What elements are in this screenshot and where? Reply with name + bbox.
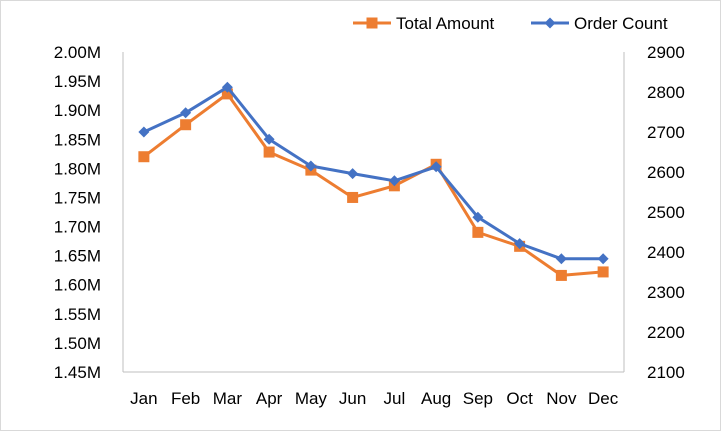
series-order-count [138, 81, 609, 265]
legend: Total Amount Order Count [353, 14, 668, 33]
legend-swatch-marker [366, 17, 378, 29]
data-point [514, 238, 526, 250]
left-tick-label: 1.55M [54, 305, 101, 324]
series-line [142, 92, 604, 277]
x-tick-label: Jul [384, 389, 406, 408]
right-tick-label: 2100 [647, 363, 685, 382]
left-tick-label: 1.70M [54, 218, 101, 237]
data-point [597, 266, 609, 278]
left-tick-label: 1.85M [54, 130, 101, 149]
data-point [555, 269, 567, 281]
x-tick-label: Oct [506, 389, 533, 408]
x-tick-label: Jun [339, 389, 366, 408]
left-tick-label: 1.95M [54, 72, 101, 91]
left-tick-label: 1.90M [54, 101, 101, 120]
left-tick-label: 2.00M [54, 43, 101, 62]
data-point [138, 126, 150, 138]
right-tick-label: 2600 [647, 163, 685, 182]
data-point [347, 191, 359, 203]
right-tick-label: 2700 [647, 123, 685, 142]
series-layer [138, 81, 609, 281]
left-tick-label: 1.60M [54, 276, 101, 295]
legend-item-order-count: Order Count [531, 14, 668, 33]
data-point [430, 161, 442, 173]
right-axis-ticks: 2100 2200 2300 2400 2500 2600 2700 2800 2900 [647, 43, 685, 382]
x-tick-label: May [295, 389, 328, 408]
right-tick-label: 2200 [647, 323, 685, 342]
axes [122, 52, 625, 373]
data-point [472, 226, 484, 238]
x-tick-label: Aug [421, 389, 451, 408]
x-tick-label: Mar [213, 389, 243, 408]
data-point [221, 81, 233, 93]
x-tick-label: Sep [463, 389, 493, 408]
x-axis-ticks: Jan Feb Mar Apr May Jun Jul Aug Sep Oct Nov Dec [130, 389, 619, 408]
data-point [555, 253, 567, 265]
data-point [263, 146, 275, 158]
right-tick-label: 2900 [647, 43, 685, 62]
legend-label: Total Amount [396, 14, 495, 33]
data-point [597, 253, 609, 265]
data-point [472, 211, 484, 223]
data-point [180, 107, 192, 119]
legend-label: Order Count [574, 14, 668, 33]
left-tick-label: 1.75M [54, 188, 101, 207]
left-tick-label: 1.45M [54, 363, 101, 382]
data-point [305, 160, 317, 172]
series-line [143, 85, 604, 261]
x-tick-label: Apr [256, 389, 283, 408]
data-point [138, 151, 150, 163]
x-tick-label: Nov [546, 389, 577, 408]
data-point [388, 175, 400, 187]
data-point [263, 133, 275, 145]
legend-swatch-marker [544, 17, 556, 29]
data-point [221, 88, 233, 100]
left-axis-ticks: 1.45M 1.50M 1.55M 1.60M 1.65M 1.70M 1.75M 1.80M… [54, 43, 101, 382]
left-tick-label: 1.65M [54, 247, 101, 266]
left-tick-label: 1.80M [54, 159, 101, 178]
right-tick-label: 2400 [647, 243, 685, 262]
right-tick-label: 2500 [647, 203, 685, 222]
series-total-amount [138, 88, 609, 281]
right-tick-label: 2300 [647, 283, 685, 302]
data-point [180, 119, 192, 131]
x-tick-label: Feb [171, 389, 200, 408]
x-tick-label: Jan [130, 389, 157, 408]
legend-item-total-amount: Total Amount [353, 14, 495, 33]
data-point [347, 168, 359, 180]
left-tick-label: 1.50M [54, 334, 101, 353]
right-tick-label: 2800 [647, 83, 685, 102]
x-tick-label: Dec [588, 389, 619, 408]
